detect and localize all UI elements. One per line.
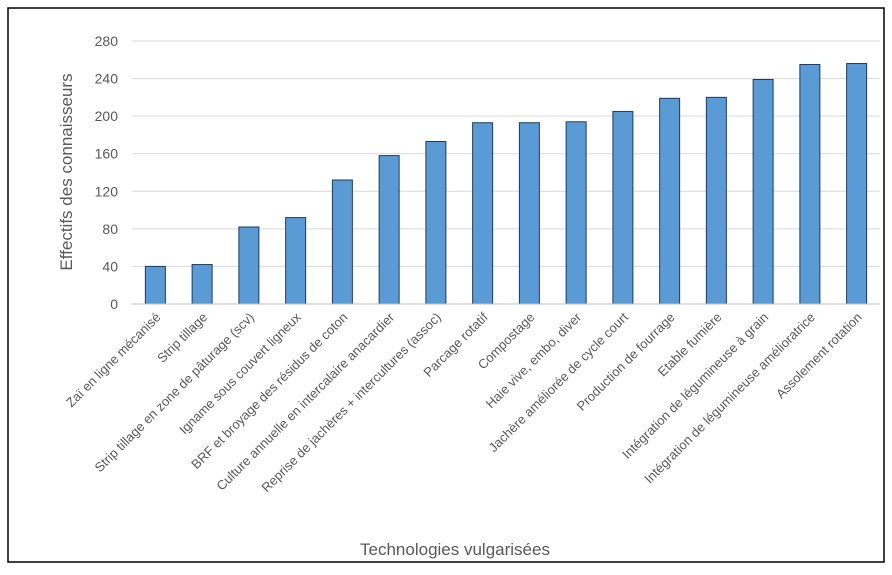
y-tick-label: 240 [95,71,119,87]
bar [659,97,681,305]
bar [425,141,447,305]
bar [238,226,260,305]
bar [378,155,400,305]
y-axis-title: Effectifs des connaisseurs [57,73,76,270]
bar [612,110,634,305]
bar [191,264,213,305]
bar [705,96,727,305]
bar [144,265,166,305]
bar [846,63,868,305]
y-tick-label: 80 [102,221,118,237]
bar [799,63,821,305]
y-tick-label: 280 [95,33,119,49]
bar [565,121,587,305]
bar [331,179,353,305]
y-tick-label: 160 [95,146,119,162]
x-axis-title: Technologies vulgarisées [360,540,550,559]
y-tick-label: 200 [95,108,119,124]
bar [285,217,307,305]
bar [752,79,774,305]
y-tick-label: 0 [110,296,118,312]
bar [518,122,540,305]
y-tick-label: 120 [95,183,119,199]
y-tick-label: 40 [102,258,118,274]
bar [472,122,494,305]
